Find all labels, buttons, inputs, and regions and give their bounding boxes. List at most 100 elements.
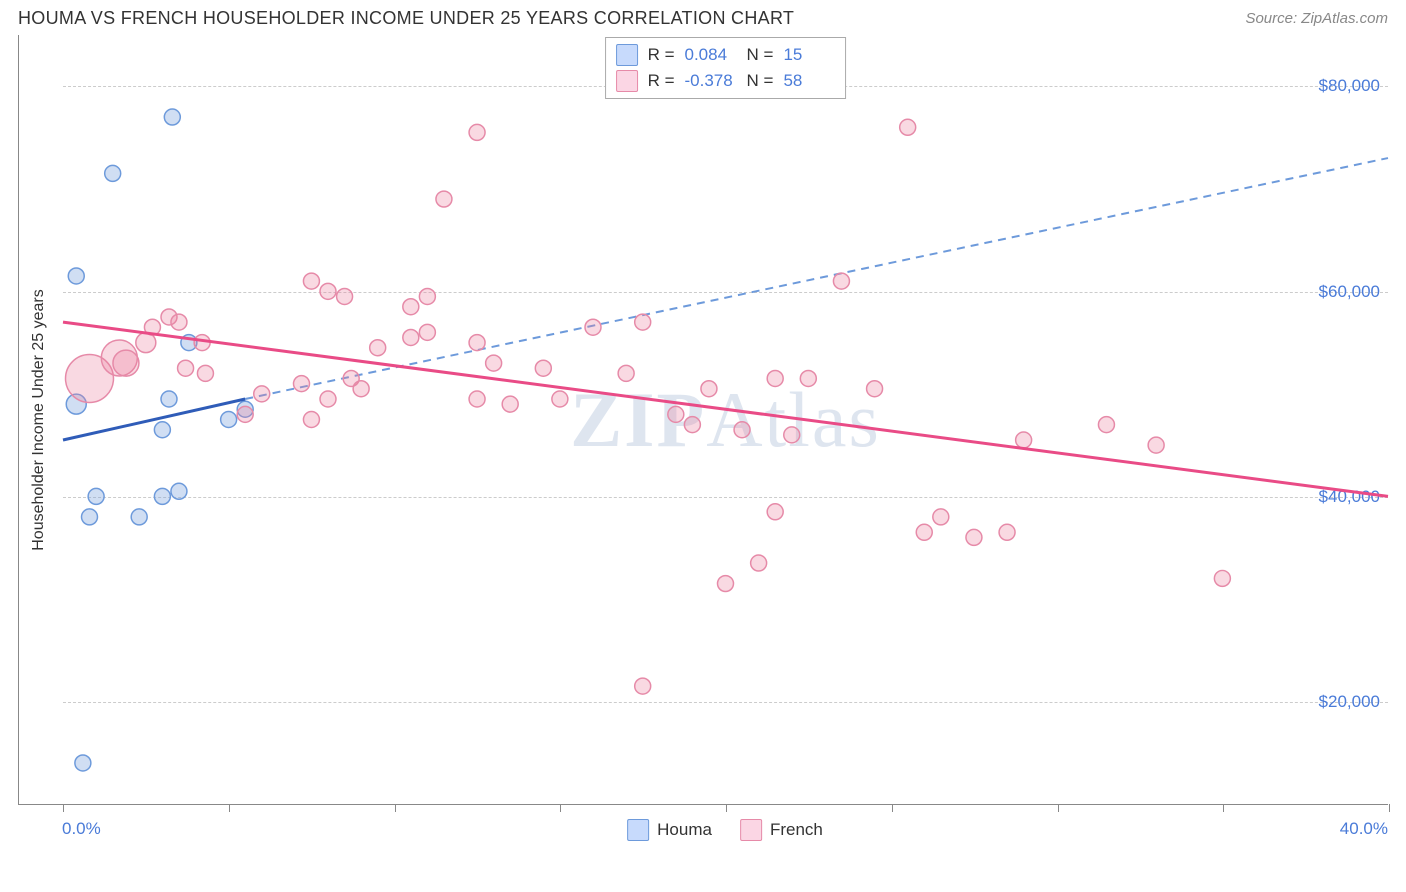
data-point [68,268,84,284]
data-point [75,755,91,771]
data-point [320,391,336,407]
data-point [320,283,336,299]
data-point [294,376,310,392]
data-point [552,391,568,407]
x-tick [892,804,893,812]
plot-area: ZIPAtlas $20,000$40,000$60,000$80,000 R … [63,35,1388,804]
trend-line [63,322,1388,496]
n-label: N = [747,45,774,65]
x-tick [63,804,64,812]
n-value-french: 58 [783,71,835,91]
data-point [734,422,750,438]
data-point [353,381,369,397]
data-point [684,417,700,433]
data-point [585,319,601,335]
data-point [436,191,452,207]
data-point [933,509,949,525]
data-point [113,350,139,376]
legend-item-houma: Houma [627,819,712,841]
data-point [403,329,419,345]
data-point [701,381,717,397]
data-point [154,488,170,504]
data-point [370,340,386,356]
data-point [1214,570,1230,586]
data-point [303,412,319,428]
chart-title: HOUMA VS FRENCH HOUSEHOLDER INCOME UNDER… [18,8,794,29]
data-point [154,422,170,438]
data-point [867,381,883,397]
data-point [1098,417,1114,433]
data-point [469,124,485,140]
data-point [751,555,767,571]
legend-row-french: R = -0.378 N = 58 [616,68,836,94]
legend-label-french: French [770,820,823,840]
x-axis-labels: 0.0% Houma French 40.0% [62,819,1388,843]
x-tick [1223,804,1224,812]
legend-row-houma: R = 0.084 N = 15 [616,42,836,68]
data-point [535,360,551,376]
data-point [419,324,435,340]
data-point [486,355,502,371]
data-point [966,529,982,545]
legend-swatch-french-icon [740,819,762,841]
data-point [618,365,634,381]
legend-item-french: French [740,819,823,841]
data-point [800,370,816,386]
r-value-french: -0.378 [685,71,737,91]
data-point [767,370,783,386]
data-point [916,524,932,540]
chart-container: Householder Income Under 25 years ZIPAtl… [18,35,1388,805]
data-point [303,273,319,289]
data-point [635,678,651,694]
legend-swatch-houma-icon [627,819,649,841]
data-point [999,524,1015,540]
x-tick [726,804,727,812]
data-point [82,509,98,525]
data-point [105,165,121,181]
data-point [668,406,684,422]
trend-line [63,399,245,440]
data-point [178,360,194,376]
data-point [502,396,518,412]
data-point [164,109,180,125]
data-point [171,314,187,330]
n-label: N = [747,71,774,91]
x-tick [1389,804,1390,812]
y-axis-title: Householder Income Under 25 years [30,289,48,550]
data-point [469,335,485,351]
data-point [131,509,147,525]
correlation-legend: R = 0.084 N = 15 R = -0.378 N = 58 [605,37,847,99]
data-point [635,314,651,330]
data-point [161,391,177,407]
data-point [419,288,435,304]
data-point [237,406,253,422]
data-point [784,427,800,443]
data-point [833,273,849,289]
r-label: R = [648,45,675,65]
x-tick [229,804,230,812]
data-point [718,576,734,592]
data-point [1016,432,1032,448]
r-value-houma: 0.084 [685,45,737,65]
legend-swatch-houma [616,44,638,66]
data-point [469,391,485,407]
data-point [337,288,353,304]
x-tick [560,804,561,812]
legend-label-houma: Houma [657,820,712,840]
series-legend: Houma French [627,819,823,841]
scatter-plot [63,35,1388,804]
data-point [254,386,270,402]
x-max-label: 40.0% [1340,819,1388,839]
data-point [88,488,104,504]
x-tick [395,804,396,812]
data-point [221,412,237,428]
data-point [900,119,916,135]
data-point [767,504,783,520]
source-label: Source: ZipAtlas.com [1245,10,1388,27]
x-tick [1058,804,1059,812]
x-min-label: 0.0% [62,819,101,839]
r-label: R = [648,71,675,91]
data-point [1148,437,1164,453]
legend-swatch-french [616,70,638,92]
data-point [197,365,213,381]
